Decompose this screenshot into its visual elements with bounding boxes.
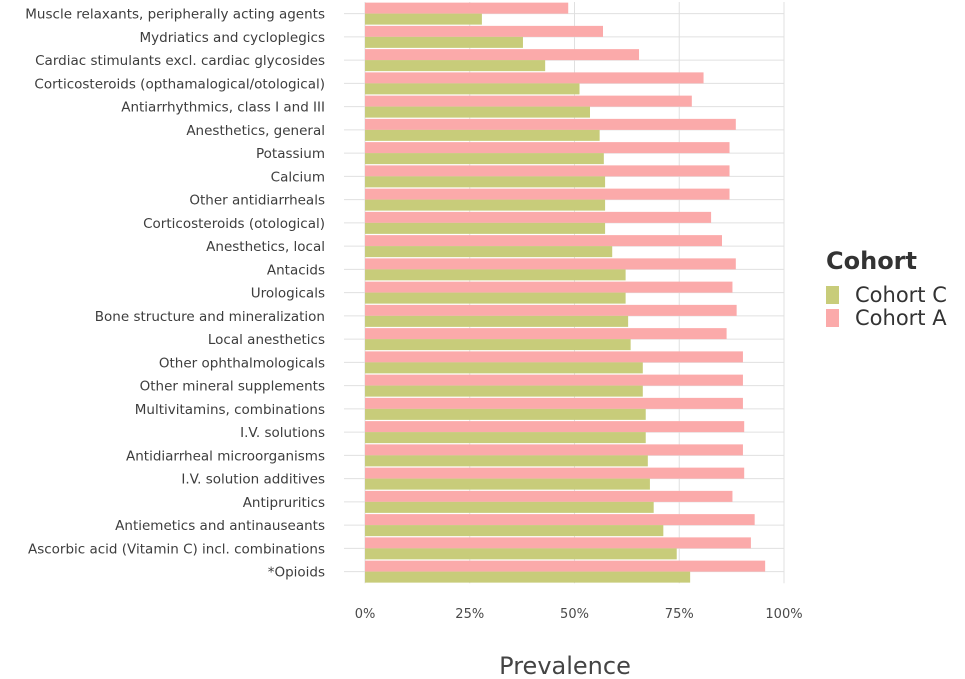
category-label: Calcium — [271, 169, 325, 185]
bar-cohort-a — [365, 514, 755, 526]
bar-cohort-a — [365, 304, 737, 316]
bar-cohort-a — [365, 281, 733, 293]
bar-cohort-a — [365, 374, 743, 386]
bar-cohort-a — [365, 258, 736, 270]
category-label: I.V. solution additives — [181, 472, 325, 488]
legend-label: Cohort C — [855, 282, 947, 307]
bar-cohort-a — [365, 560, 766, 572]
bar-cohort-c — [365, 246, 613, 258]
x-axis-title: Prevalence — [499, 652, 631, 679]
bars — [365, 2, 766, 583]
category-label: Multivitamins, combinations — [135, 402, 325, 418]
x-axis-tick-labels: 0% 25% 50% 75% 100% — [355, 607, 803, 622]
bar-cohort-a — [365, 188, 730, 200]
category-label: Other antidiarrheals — [189, 193, 325, 209]
bar-cohort-c — [365, 525, 664, 537]
category-label: Other mineral supplements — [140, 379, 325, 395]
bar-cohort-c — [365, 106, 591, 118]
category-label: Antiarrhythmics, class I and III — [121, 100, 325, 116]
bar-cohort-a — [365, 421, 745, 433]
legend-item: Cohort C — [826, 282, 947, 307]
bar-cohort-c — [365, 292, 626, 304]
bar-cohort-a — [365, 235, 722, 247]
bar-cohort-a — [365, 328, 727, 340]
bar-cohort-a — [365, 2, 569, 14]
bar-cohort-c — [365, 129, 600, 141]
category-label: Urologicals — [251, 286, 325, 302]
bar-cohort-a — [365, 444, 743, 456]
category-label: Cardiac stimulants excl. cardiac glycosi… — [35, 53, 325, 69]
bar-cohort-c — [365, 455, 648, 467]
bar-cohort-c — [365, 36, 523, 48]
bar-cohort-c — [365, 432, 646, 444]
x-tick-label: 25% — [455, 607, 484, 622]
category-label: I.V. solutions — [240, 425, 325, 441]
bar-cohort-c — [365, 153, 604, 165]
category-label: Bone structure and mineralization — [95, 309, 325, 325]
category-label: Anesthetics, general — [186, 123, 325, 139]
bar-cohort-a — [365, 142, 730, 154]
bar-cohort-a — [365, 165, 730, 177]
bar-cohort-c — [365, 501, 654, 513]
x-tick-label: 100% — [765, 607, 802, 622]
bar-cohort-a — [365, 467, 745, 479]
category-label: Potassium — [256, 146, 325, 162]
bar-cohort-c — [365, 83, 580, 95]
category-label: Other ophthalmologicals — [159, 355, 325, 371]
bar-cohort-a — [365, 118, 736, 130]
legend-label: Cohort A — [855, 305, 947, 330]
bar-cohort-c — [365, 408, 646, 420]
category-label: Corticosteroids (otological) — [143, 216, 325, 232]
bar-cohort-c — [365, 315, 629, 327]
category-label: Antiemetics and antinauseants — [115, 518, 325, 534]
legend-item: Cohort A — [826, 305, 947, 330]
bar-cohort-c — [365, 13, 482, 25]
bar-cohort-c — [365, 478, 650, 490]
legend-title: Cohort — [826, 247, 917, 275]
x-tick-label: 50% — [560, 607, 589, 622]
bar-cohort-c — [365, 176, 606, 188]
category-label: Local anesthetics — [208, 332, 325, 348]
bar-cohort-c — [365, 548, 677, 560]
bar-cohort-c — [365, 199, 606, 211]
category-label: Antidiarrheal microorganisms — [126, 448, 325, 464]
legend: Cohort Cohort C Cohort A — [826, 247, 947, 330]
category-label: Antipruritics — [243, 495, 325, 511]
bar-cohort-a — [365, 25, 603, 37]
legend-key — [826, 308, 839, 327]
category-label: Muscle relaxants, peripherally acting ag… — [25, 7, 325, 23]
category-label: Anesthetics, local — [206, 239, 325, 255]
bar-cohort-a — [365, 397, 743, 409]
legend-items: Cohort C Cohort A — [826, 282, 947, 330]
bar-cohort-a — [365, 490, 733, 502]
bar-cohort-c — [365, 269, 626, 281]
category-labels: Muscle relaxants, peripherally acting ag… — [25, 7, 325, 581]
bar-cohort-a — [365, 537, 751, 549]
bar-cohort-c — [365, 571, 691, 583]
bar-cohort-c — [365, 60, 546, 72]
bar-cohort-a — [365, 49, 640, 61]
bar-cohort-a — [365, 95, 692, 107]
bar-cohort-a — [365, 351, 743, 363]
category-label: Antacids — [267, 262, 325, 278]
category-label: Corticosteroids (opthamalogical/otologic… — [34, 76, 325, 92]
category-label: *Opioids — [268, 565, 325, 581]
bar-cohort-a — [365, 72, 704, 84]
bar-cohort-c — [365, 385, 643, 397]
category-label: Ascorbic acid (Vitamin C) incl. combinat… — [28, 541, 325, 557]
bar-cohort-c — [365, 362, 643, 374]
bar-cohort-c — [365, 222, 606, 234]
x-tick-label: 75% — [665, 607, 694, 622]
legend-key — [826, 285, 839, 304]
category-label: Mydriatics and cycloplegics — [139, 30, 325, 46]
x-tick-label: 0% — [355, 607, 376, 622]
bar-cohort-a — [365, 211, 712, 223]
bar-cohort-c — [365, 339, 631, 351]
